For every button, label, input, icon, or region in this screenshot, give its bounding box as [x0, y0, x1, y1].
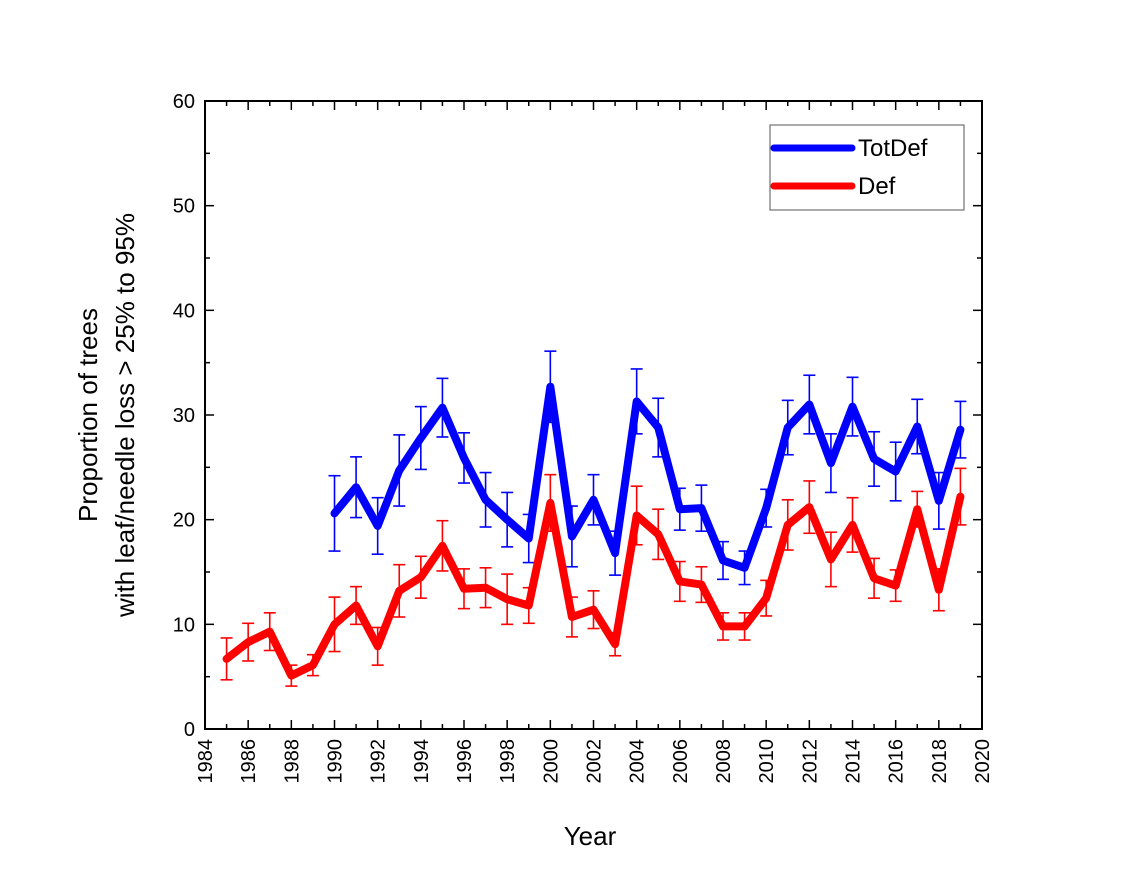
y-tick-label: 10 [173, 614, 195, 636]
x-tick-label: 1990 [325, 739, 347, 784]
series-def [220, 467, 967, 687]
x-tick-labels: 1984 1986 1988 1990 1992 1994 1996 1998 2000 2002… [195, 739, 994, 784]
series-layer [220, 350, 967, 687]
x-tick-label: 2008 [713, 739, 735, 784]
x-axis-title: Year [564, 821, 617, 851]
x-tick-label: 1998 [497, 739, 519, 784]
x-tick-label: 2014 [843, 739, 865, 784]
x-tick-label: 2018 [929, 739, 951, 784]
x-tick-label: 2002 [584, 739, 606, 784]
y-axis-title: Proportion of trees with leaf/needle los… [73, 213, 140, 618]
tick-layer [204, 100, 983, 730]
y-tick-label: 0 [184, 719, 195, 741]
x-tick-label: 2020 [972, 739, 994, 784]
x-tick-label: 2000 [540, 739, 562, 784]
y-tick-label: 60 [173, 91, 195, 113]
legend: TotDef Def [769, 124, 965, 211]
x-tick-label: 1984 [195, 739, 217, 784]
y-axis-title-line-2: with leaf/needle loss > 25% to 95% [110, 213, 140, 618]
legend-label-def: Def [858, 173, 896, 200]
y-tick-label: 40 [173, 300, 195, 322]
x-tick-label: 1988 [281, 739, 303, 784]
x-tick-label: 2004 [627, 739, 649, 784]
x-tick-label: 2010 [756, 739, 778, 784]
x-tick-label: 1996 [454, 739, 476, 784]
y-tick-labels: 0 10 20 30 40 50 60 [173, 91, 195, 741]
y-tick-label: 30 [173, 405, 195, 427]
legend-label-totdef: TotDef [858, 135, 928, 162]
def-line [222, 492, 965, 680]
x-tick-label: 1992 [368, 739, 390, 784]
y-tick-label: 20 [173, 510, 195, 532]
legend-box [769, 124, 965, 211]
x-tick-label: 1986 [238, 739, 260, 784]
x-tick-label: 2012 [799, 739, 821, 784]
x-tick-label: 2006 [670, 739, 692, 784]
x-tick-label: 1994 [411, 739, 433, 784]
totdef-line [330, 382, 965, 572]
y-axis-title-line-1: Proportion of trees [73, 308, 103, 522]
x-tick-label: 2016 [886, 739, 908, 784]
series-totdef [328, 350, 967, 586]
y-tick-label: 50 [173, 196, 195, 218]
